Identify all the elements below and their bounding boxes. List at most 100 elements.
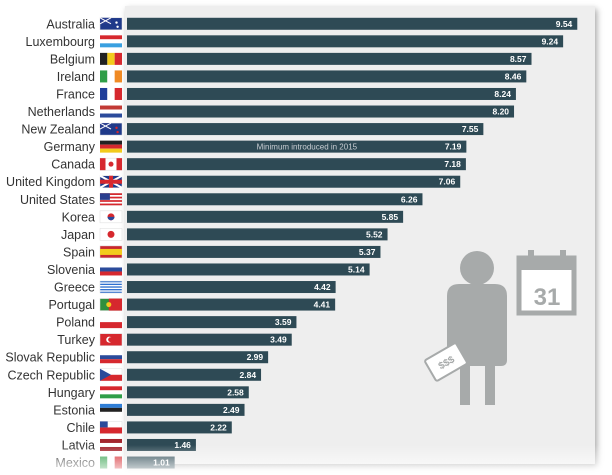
- bar: [127, 245, 381, 258]
- bar: [127, 105, 515, 118]
- chart-row: Japan 5.52: [61, 228, 388, 242]
- value-label: 7.06: [439, 177, 456, 187]
- category-label: Portugal: [48, 298, 95, 312]
- chart-row: France 8.24: [56, 87, 516, 101]
- chart-row: Spain 5.37: [63, 245, 381, 259]
- chart-row: Slovenia 5.14: [47, 263, 370, 277]
- flag-icon: [99, 210, 123, 224]
- bar: [127, 87, 516, 100]
- flag-icon: [100, 87, 122, 100]
- category-label: United States: [20, 193, 95, 207]
- chart-row: Canada 7.18: [51, 158, 466, 172]
- bar: [127, 158, 466, 171]
- chart-row: Portugal 4.41: [48, 298, 336, 312]
- chart-row: United States 6.26: [20, 193, 423, 207]
- bar: [127, 403, 245, 416]
- flag-icon: [100, 140, 122, 153]
- chart-row: Poland 3.59: [56, 316, 297, 330]
- banknote-icon: $$$: [424, 342, 468, 382]
- category-label: Turkey: [57, 333, 95, 347]
- bar: [127, 386, 249, 399]
- flag-icon: [99, 245, 123, 259]
- bar: [127, 70, 527, 83]
- calendar-icon: 31: [516, 250, 577, 316]
- flag-icon: [99, 368, 123, 382]
- chart-row: Slovak Republic 2.99: [5, 351, 269, 365]
- chart-rows: Australia 9.54 Luxembourg 9.24 Belgium 8.57 Ir…: [5, 17, 578, 470]
- value-label: 6.26: [401, 194, 418, 204]
- category-label: Poland: [56, 316, 95, 330]
- category-label: United Kingdom: [6, 175, 95, 189]
- chart-row: Hungary 2.58: [48, 386, 249, 400]
- chart-row: Germany 7.19 Minimum introduced in 2015: [44, 140, 467, 154]
- person-body-icon: [447, 284, 507, 405]
- person-head-icon: [460, 251, 494, 285]
- chart-row: Ireland 8.46: [57, 70, 527, 84]
- bar: [127, 263, 370, 276]
- flag-icon: [99, 157, 123, 171]
- calendar-day: 31: [534, 284, 561, 311]
- value-label: 8.20: [492, 107, 509, 117]
- flag-icon: [99, 193, 123, 206]
- bar: [127, 228, 388, 241]
- bottom-fade: [0, 445, 612, 475]
- flag-icon: [100, 316, 122, 329]
- flag-icon: [99, 280, 123, 294]
- chart-row: Australia 9.54: [46, 17, 578, 31]
- category-label: Greece: [54, 281, 95, 295]
- category-label: Belgium: [50, 52, 95, 66]
- annotation-label: Minimum introduced in 2015: [257, 143, 358, 152]
- chart-row: United Kingdom 7.06: [6, 174, 461, 189]
- value-label: 3.49: [270, 335, 287, 345]
- value-label: 5.14: [348, 264, 365, 274]
- category-label: Chile: [67, 421, 96, 435]
- category-label: Japan: [61, 228, 95, 242]
- flag-icon: [100, 35, 122, 48]
- flag-icon: [99, 421, 123, 434]
- category-label: Estonia: [53, 403, 95, 417]
- flag-icon: [100, 70, 122, 83]
- value-label: 7.19: [445, 142, 462, 152]
- value-label: 8.57: [510, 54, 527, 64]
- bar: [127, 333, 292, 346]
- value-label: 8.46: [505, 71, 522, 81]
- value-label: 5.37: [359, 247, 376, 257]
- category-label: Hungary: [48, 386, 96, 400]
- bar: [127, 52, 532, 65]
- bar: [127, 123, 484, 136]
- category-label: Australia: [46, 17, 95, 31]
- category-label: Korea: [62, 210, 95, 224]
- value-label: 7.55: [462, 124, 479, 134]
- value-label: 2.99: [247, 352, 264, 362]
- chart-row: Czech Republic 2.84: [7, 368, 262, 382]
- flag-icon: [99, 298, 123, 311]
- chart-row: Estonia 2.49: [53, 403, 245, 417]
- flag-icon: [99, 228, 123, 241]
- value-label: 3.59: [275, 317, 292, 327]
- chart-row: Luxembourg 9.24: [26, 35, 564, 49]
- flag-icon: [100, 386, 122, 399]
- flag-icon: [100, 263, 122, 276]
- bar: [127, 316, 297, 329]
- category-label: Luxembourg: [26, 35, 96, 49]
- chart-row: Belgium 8.57: [50, 52, 532, 66]
- bar: [127, 17, 578, 30]
- chart-row: Chile 2.22: [67, 421, 232, 435]
- bar: [127, 298, 336, 311]
- chart-row: Korea 5.85: [62, 210, 404, 224]
- value-label: 2.58: [227, 387, 244, 397]
- value-label: 5.85: [382, 212, 399, 222]
- flag-icon: [100, 403, 122, 416]
- bar: [127, 210, 404, 223]
- category-label: Slovak Republic: [5, 351, 95, 365]
- value-label: 2.84: [240, 370, 257, 380]
- category-label: Slovenia: [47, 263, 95, 277]
- chart-row: Turkey 3.49: [57, 333, 292, 347]
- value-label: 5.52: [366, 229, 383, 239]
- chart-row: Greece 4.42: [54, 281, 336, 295]
- chart-row: New Zealand 7.55: [21, 123, 484, 137]
- category-label: Ireland: [57, 70, 95, 84]
- category-label: Canada: [51, 158, 95, 172]
